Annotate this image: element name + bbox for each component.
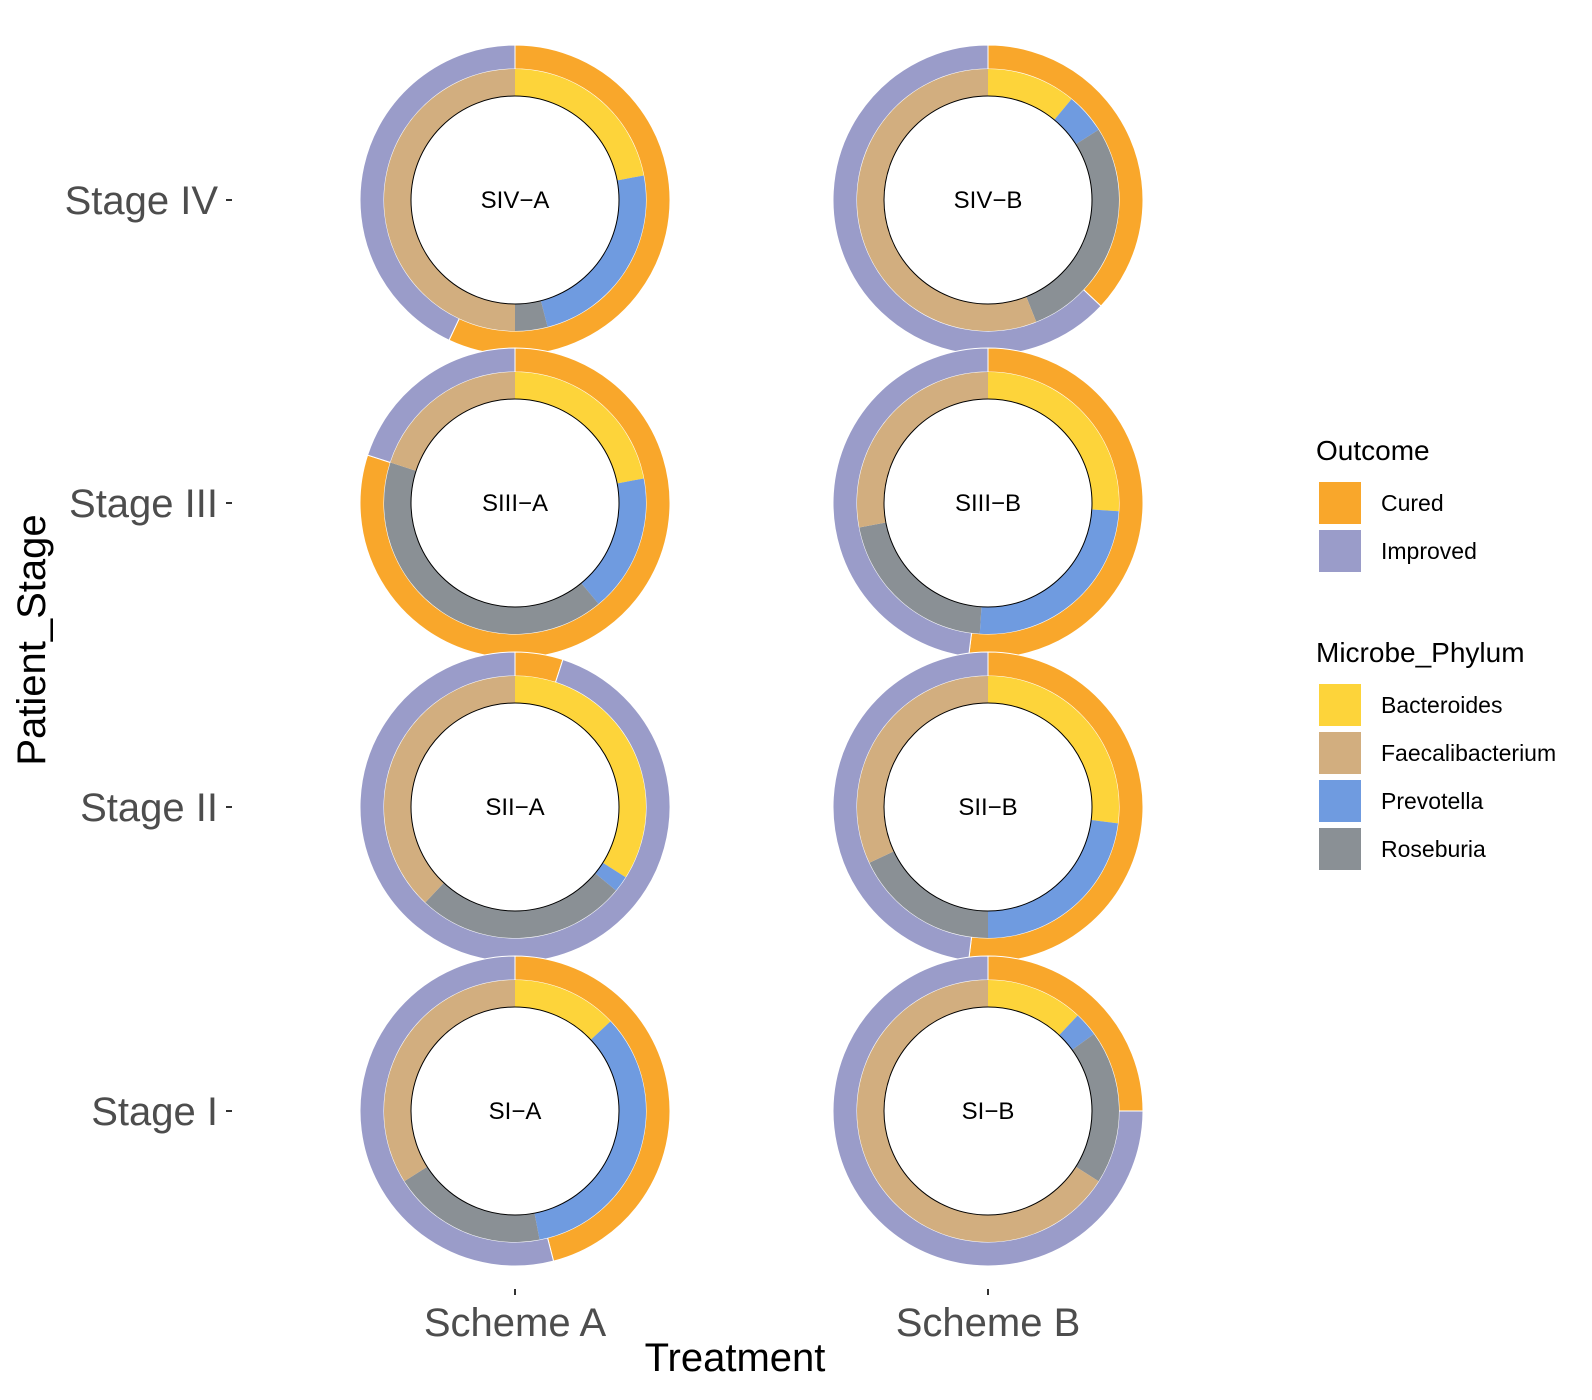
- phylum-arc-bacteroides: [515, 372, 644, 484]
- phylum-arc-roseburia: [1026, 129, 1119, 322]
- phylum-arc-prevotella: [979, 509, 1119, 634]
- phylum-arc-faecalibacterium: [384, 69, 515, 331]
- axes-layer: Stage IV Stage III Stage II Stage I Scheme A…: [65, 179, 1081, 1345]
- legend-label-prevotella: Prevotella: [1381, 788, 1483, 814]
- phylum-arc-faecalibacterium: [390, 372, 515, 471]
- phylum-arc-roseburia: [859, 522, 982, 634]
- legend-key-faecalibacterium: [1319, 732, 1361, 774]
- legend-label-cured: Cured: [1381, 490, 1444, 516]
- donut-si-a: SI−A: [359, 955, 671, 1267]
- x-axis-title: Treatment: [645, 1336, 826, 1380]
- legend-key-cured: [1319, 482, 1361, 524]
- legend-title: Microbe_Phylum: [1316, 637, 1525, 668]
- legend: Outcome Cured Improved Microbe_Phylum Bacter…: [1316, 435, 1556, 870]
- y-tick-label-stage-iv: Stage IV: [65, 179, 219, 223]
- donut-center-label: SII−A: [485, 794, 544, 821]
- phylum-arc-faecalibacterium: [857, 69, 1037, 331]
- legend-outcome: Outcome Cured Improved: [1316, 435, 1477, 572]
- legend-label-improved: Improved: [1381, 538, 1477, 564]
- phylum-arc-prevotella: [534, 1021, 647, 1240]
- donut-center-label: SIV−B: [954, 187, 1023, 214]
- phylum-arc-prevotella: [581, 478, 646, 604]
- phylum-arc-faecalibacterium: [856, 676, 988, 863]
- phylum-arc-roseburia: [404, 1166, 540, 1243]
- phylum-arc-bacteroides: [515, 980, 611, 1040]
- x-tick-label-scheme-a: Scheme A: [424, 1301, 607, 1345]
- phylum-arc-roseburia: [869, 851, 988, 938]
- legend-microbe-phylum: Microbe_Phylum Bacteroides Faecalibacteriu…: [1316, 637, 1556, 870]
- donut-siv-a: SIV−A: [359, 44, 671, 356]
- phylum-arc-roseburia: [1072, 1034, 1119, 1182]
- y-axis-title: Patient_Stage: [10, 514, 54, 765]
- donut-hole: [883, 702, 1093, 912]
- donut-hole: [883, 398, 1093, 608]
- phylum-arc-bacteroides: [988, 372, 1119, 512]
- phylum-arc-faecalibacterium: [384, 676, 515, 903]
- legend-label-bacteroides: Bacteroides: [1381, 692, 1502, 718]
- donut-center-label: SIII−B: [955, 490, 1021, 517]
- legend-key-improved: [1319, 530, 1361, 572]
- donut-hole: [410, 95, 620, 305]
- donut-siii-b: SIII−B: [832, 347, 1144, 659]
- phylum-arc-bacteroides: [515, 676, 646, 878]
- phylum-arc-prevotella: [988, 820, 1118, 938]
- panels-layer: SIV−A SIV−B SIII−A SIII−B SII−A SII−B SI−A SI−B: [359, 44, 1144, 1267]
- donut-hole: [410, 398, 620, 608]
- donut-hole: [883, 95, 1093, 305]
- legend-key-prevotella: [1319, 780, 1361, 822]
- phylum-arc-roseburia: [515, 300, 548, 331]
- donut-sii-a: SII−A: [359, 651, 671, 963]
- donut-siv-b: SIV−B: [832, 44, 1144, 356]
- donut-center-label: SI−A: [489, 1098, 542, 1125]
- phylum-arc-faecalibacterium: [383, 980, 515, 1182]
- donut-si-b: SI−B: [832, 955, 1144, 1267]
- x-tick-label-scheme-b: Scheme B: [896, 1301, 1081, 1345]
- donut-hole: [410, 702, 620, 912]
- legend-key-roseburia: [1319, 828, 1361, 870]
- phylum-arc-roseburia: [425, 873, 616, 938]
- y-tick-label-stage-ii: Stage II: [80, 786, 218, 830]
- legend-title: Outcome: [1316, 435, 1430, 466]
- phylum-arc-prevotella: [1054, 99, 1099, 145]
- y-tick-label-stage-iii: Stage III: [69, 482, 218, 526]
- donut-center-label: SIII−A: [482, 490, 548, 517]
- legend-label-faecalibacterium: Faecalibacterium: [1381, 740, 1556, 766]
- donut-center-label: SI−B: [962, 1098, 1015, 1125]
- legend-label-roseburia: Roseburia: [1381, 836, 1486, 862]
- phylum-arc-bacteroides: [515, 69, 644, 181]
- phylum-arc-bacteroides: [988, 69, 1072, 120]
- donut-sii-b: SII−B: [832, 651, 1144, 963]
- phylum-arc-roseburia: [383, 462, 599, 635]
- donut-center-label: SIV−A: [481, 187, 550, 214]
- donut-hole: [410, 1006, 620, 1216]
- phylum-arc-prevotella: [595, 862, 626, 891]
- phylum-arc-bacteroides: [988, 980, 1078, 1036]
- donut-hole: [883, 1006, 1093, 1216]
- phylum-arc-prevotella: [540, 175, 646, 327]
- phylum-arc-faecalibacterium: [857, 372, 988, 528]
- donut-center-label: SII−B: [958, 794, 1017, 821]
- donut-siii-a: SIII−A: [359, 347, 671, 659]
- y-tick-label-stage-i: Stage I: [91, 1090, 218, 1134]
- legend-key-bacteroides: [1319, 684, 1361, 726]
- phylum-arc-bacteroides: [988, 676, 1119, 824]
- phylum-arc-prevotella: [1059, 1015, 1094, 1050]
